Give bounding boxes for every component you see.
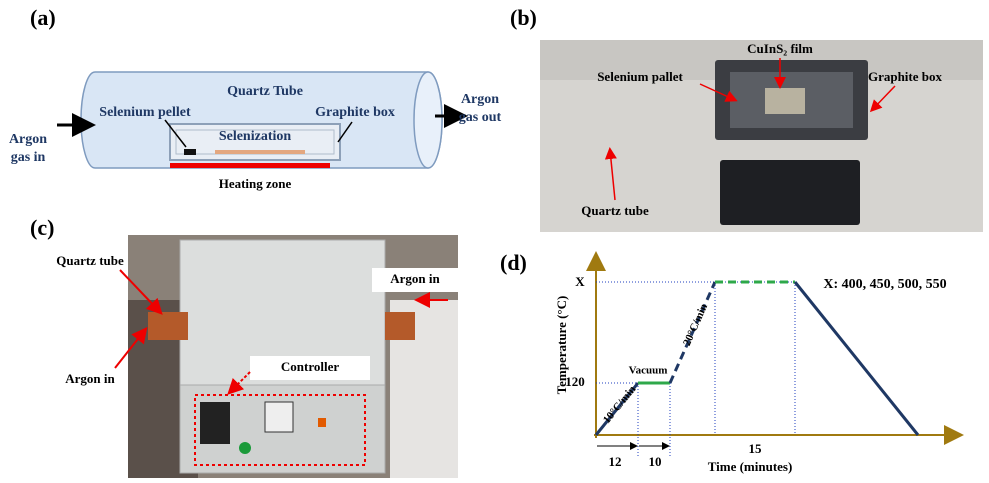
hold-label: Vacuum [629,365,668,377]
duration: 12 [609,454,622,469]
duration: 10 [649,454,662,469]
process-label: Selenization [219,129,292,144]
outlet-label: gas out [459,110,502,125]
tube-label: Quartz tube [581,203,649,218]
x-axis-title: Time (minutes) [708,459,793,474]
inlet-label: gas in [11,150,46,165]
box-label: Graphite box [315,105,395,120]
controller-label: Controller [281,359,339,374]
lid [720,160,860,225]
ramp-label: 20°C/min [681,302,710,348]
pellet [184,149,196,155]
panel-a: (a) Quartz Tube Selenization Selenium pe… [9,5,502,191]
duration: 15 [749,441,763,456]
film-label: CuInS₂ film [747,41,813,56]
heater [170,163,330,168]
inlet-label: Argon [9,132,47,147]
panel-b: (b) CuInS₂ film Selenium pallet Graphite… [510,5,983,232]
tube-label: Quartz Tube [227,84,303,99]
cooldown [795,282,918,435]
outlet-label: Argon [461,92,499,107]
y-axis-title: Temperature (°C) [554,296,569,395]
panel-label: (b) [510,5,537,30]
tube-label: Quartz tube [56,253,124,268]
panel-d: (d) X 120 Temperature (°C) Time (minutes… [500,250,960,474]
panel-label: (a) [30,5,56,30]
panel-label: (c) [30,215,54,240]
panel-label: (d) [500,250,527,275]
box-label: Graphite box [868,69,943,84]
argon-label: Argon in [65,371,115,386]
note: X: 400, 450, 500, 550 [823,277,946,292]
pellet-label: Selenium pellet [99,105,191,120]
heater-label: Heating zone [219,176,292,191]
ramp-label: 10°C/min [601,384,638,426]
figure: (a) Quartz Tube Selenization Selenium pe… [0,0,989,483]
y-level: X [575,274,585,289]
panel-c: (c) Controller Quartz tube Argon in Argo… [30,215,458,478]
argon-label: Argon in [390,271,440,286]
pallet-label: Selenium pallet [597,69,683,84]
